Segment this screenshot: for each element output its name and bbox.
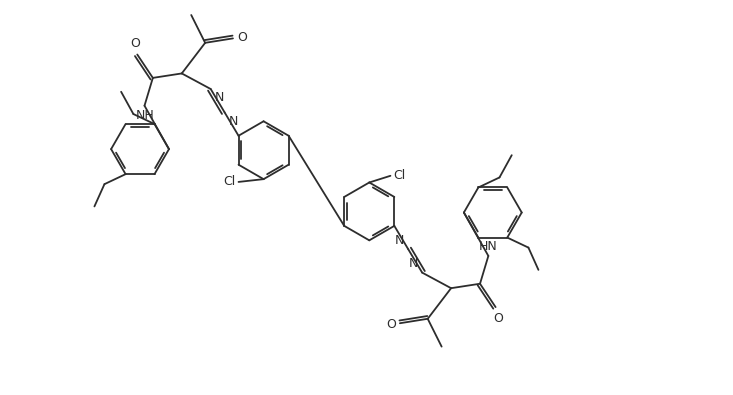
Text: O: O [130,37,140,50]
Text: O: O [493,312,503,325]
Text: Cl: Cl [224,175,236,188]
Text: O: O [386,318,396,331]
Text: N: N [229,115,238,128]
Text: HN: HN [479,240,497,252]
Text: NH: NH [136,109,155,122]
Text: N: N [215,91,224,104]
Text: Cl: Cl [393,169,405,182]
Text: O: O [237,31,247,44]
Text: N: N [395,234,405,247]
Text: N: N [409,258,419,271]
